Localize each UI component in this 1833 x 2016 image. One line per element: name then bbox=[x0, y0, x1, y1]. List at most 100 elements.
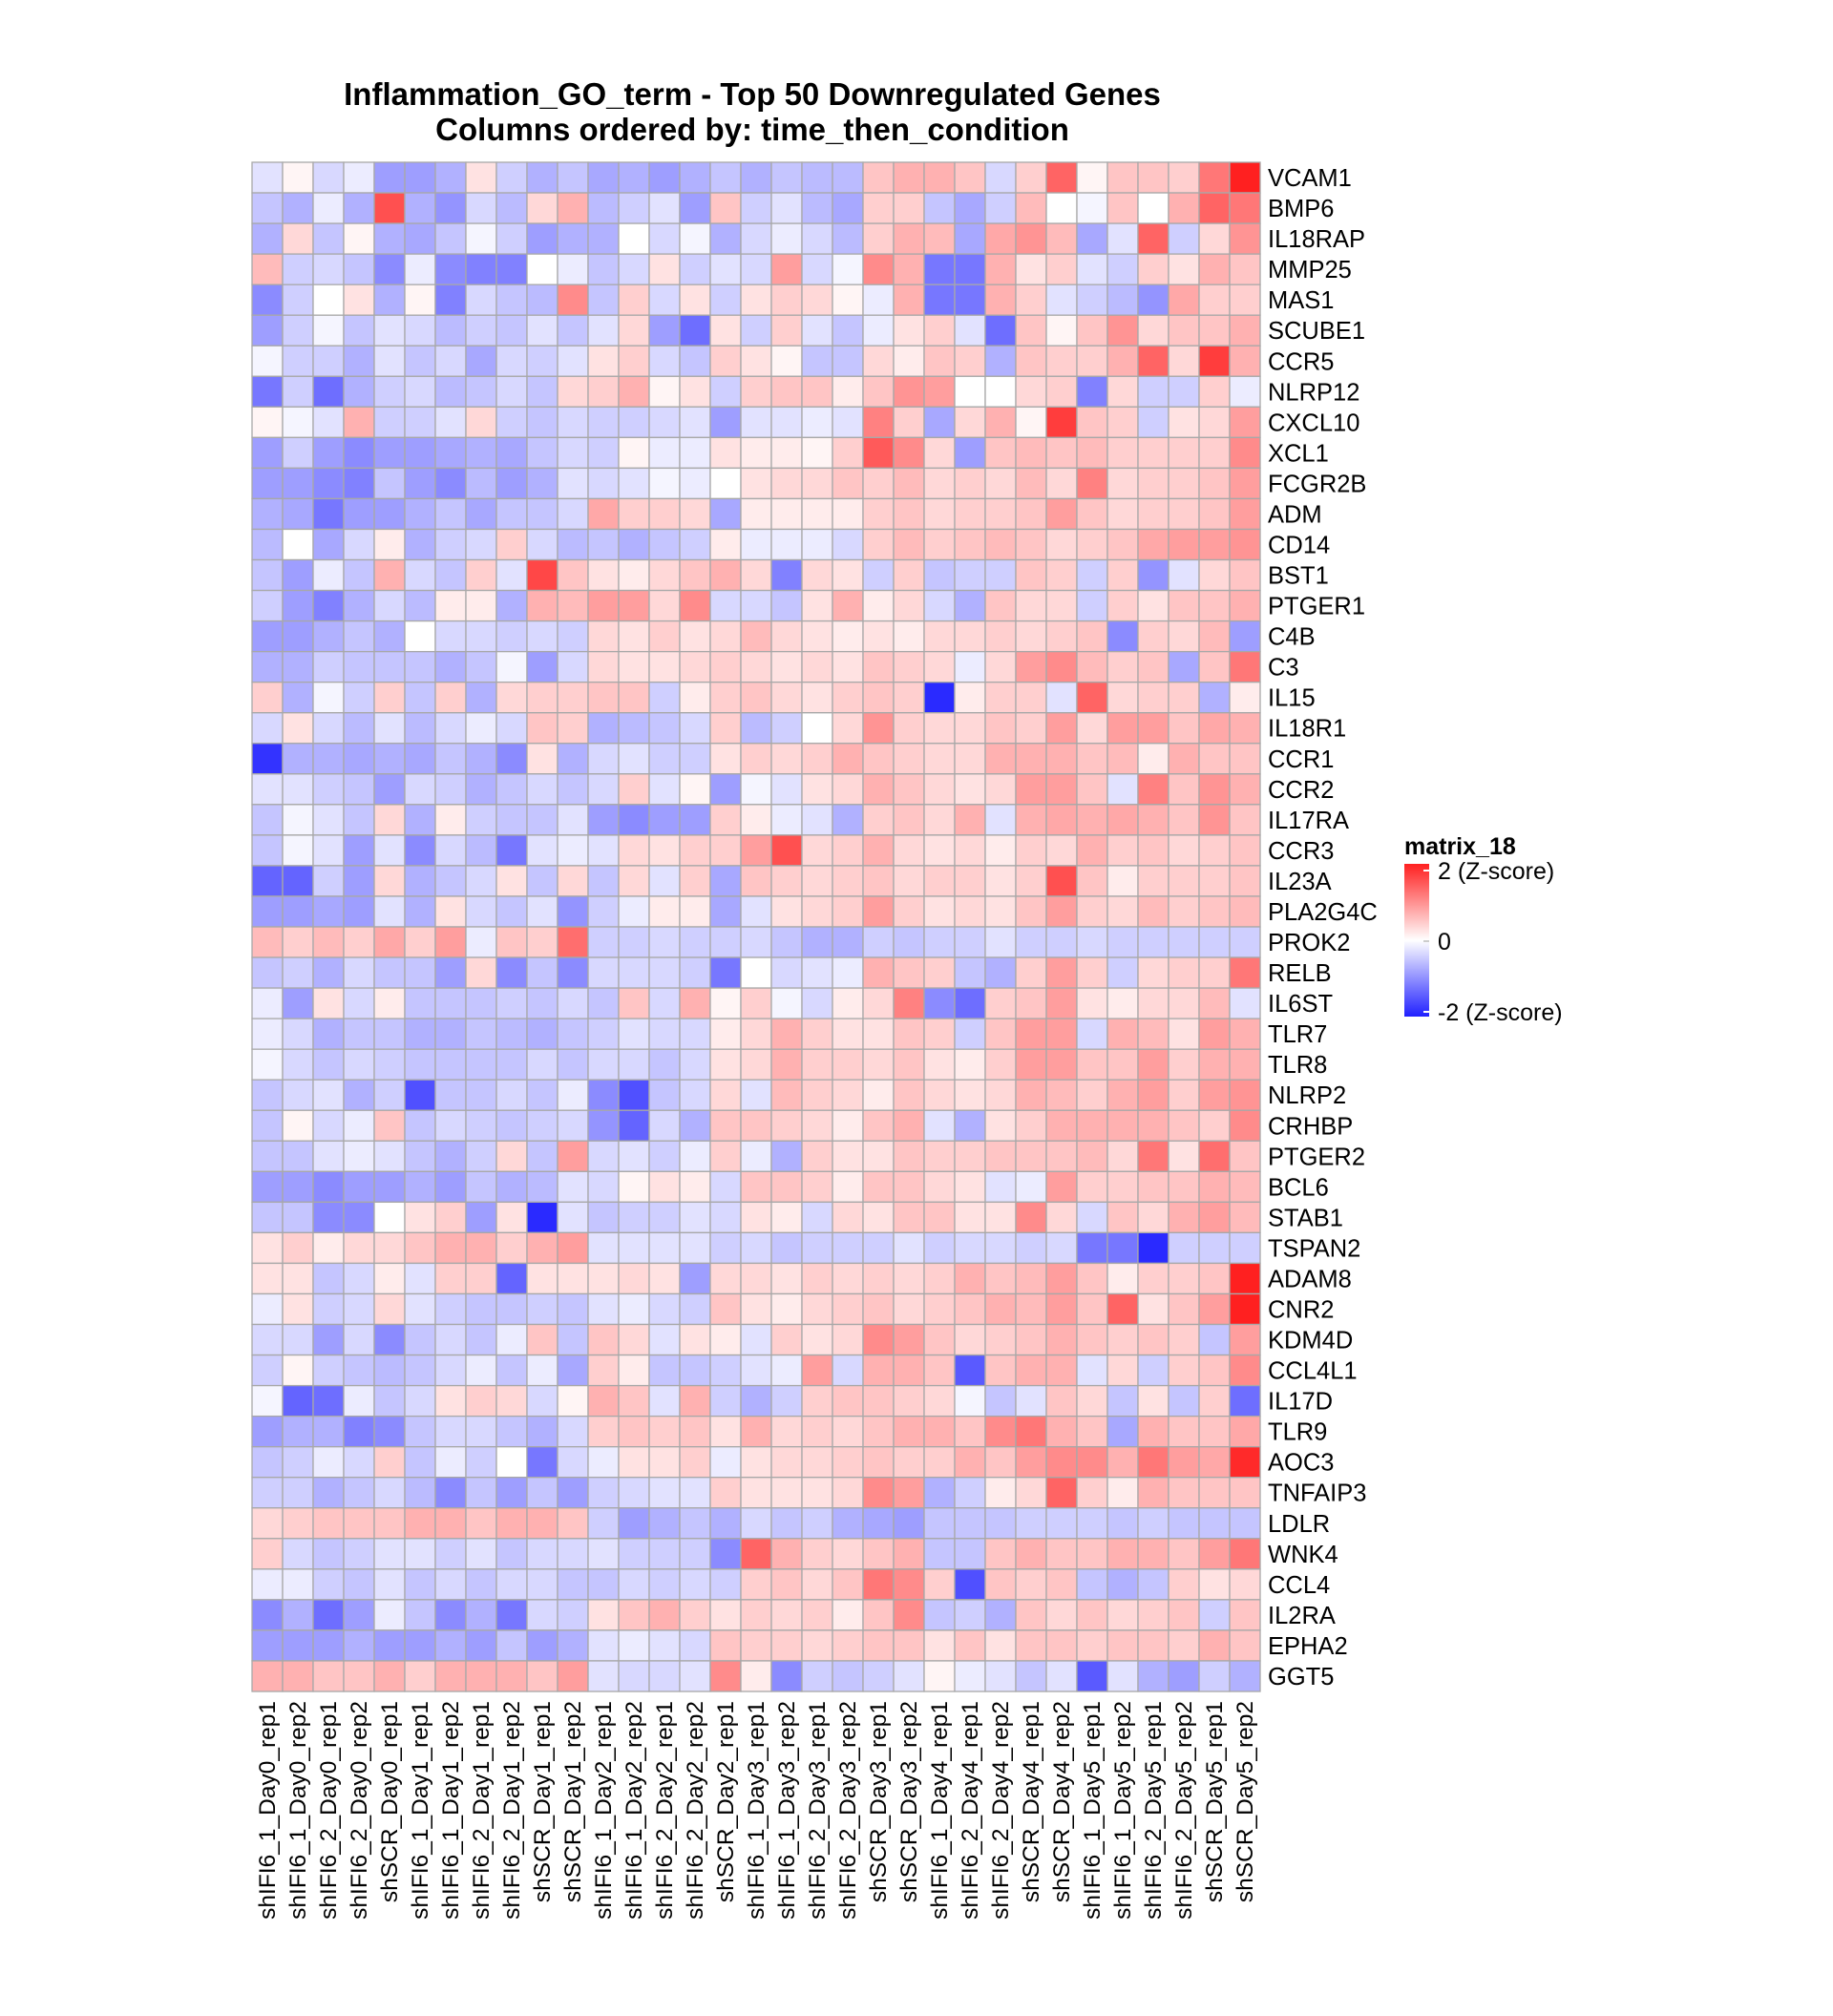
heatmap-cell bbox=[618, 375, 650, 408]
heatmap-cell bbox=[740, 1170, 772, 1204]
heatmap-cell bbox=[1229, 1354, 1261, 1387]
heatmap-cell bbox=[801, 284, 833, 316]
heatmap-cell bbox=[404, 1538, 436, 1570]
heatmap-cell bbox=[984, 192, 1017, 224]
heatmap-cell bbox=[832, 743, 864, 775]
heatmap-cell bbox=[1168, 926, 1200, 958]
heatmap-cell bbox=[343, 1018, 375, 1050]
heatmap-cell bbox=[1015, 1140, 1047, 1172]
row-label: CCR5 bbox=[1268, 348, 1334, 375]
heatmap-cell bbox=[465, 987, 497, 1019]
heatmap-cell bbox=[984, 1354, 1017, 1387]
heatmap-cell bbox=[893, 284, 925, 316]
heatmap-cell bbox=[801, 1507, 833, 1540]
heatmap-cell bbox=[282, 1354, 314, 1387]
heatmap-cell bbox=[251, 865, 284, 897]
column-label: shIFI6_2_Day4_rep1 bbox=[958, 1701, 983, 1920]
heatmap-cell bbox=[709, 1323, 742, 1356]
heatmap-cell bbox=[709, 1079, 742, 1111]
heatmap-cell bbox=[526, 558, 558, 592]
heatmap-cell bbox=[1137, 589, 1169, 622]
heatmap-cell bbox=[465, 161, 497, 194]
heatmap-cell bbox=[1229, 1292, 1261, 1326]
heatmap-cell bbox=[893, 1140, 925, 1172]
heatmap-cell bbox=[984, 589, 1017, 622]
heatmap-cell bbox=[251, 1507, 284, 1540]
heatmap-cell bbox=[373, 222, 406, 255]
heatmap-cell bbox=[801, 1599, 833, 1631]
row-label: WNK4 bbox=[1268, 1542, 1338, 1568]
heatmap-cell bbox=[1137, 1109, 1169, 1142]
heatmap-cell bbox=[679, 1292, 711, 1326]
heatmap-cell bbox=[343, 406, 375, 439]
column-label: shIFI6_1_Day4_rep1 bbox=[927, 1701, 953, 1920]
heatmap-cell bbox=[1229, 161, 1261, 194]
heatmap-cell bbox=[1198, 865, 1231, 897]
heatmap-cell bbox=[709, 1660, 742, 1692]
column-label: shIFI6_2_Day1_rep2 bbox=[499, 1701, 525, 1920]
heatmap-cell bbox=[1229, 253, 1261, 285]
heatmap-cell bbox=[312, 1018, 345, 1050]
heatmap-cell bbox=[923, 1201, 956, 1234]
heatmap-cell bbox=[648, 682, 681, 714]
heatmap-cell bbox=[618, 1477, 650, 1509]
heatmap-cell bbox=[343, 834, 375, 867]
row-label: CXCL10 bbox=[1268, 410, 1359, 436]
heatmap-cell bbox=[862, 467, 895, 500]
heatmap-cell bbox=[1168, 375, 1200, 408]
heatmap-cell bbox=[404, 1231, 436, 1265]
heatmap-cell bbox=[801, 1323, 833, 1356]
heatmap-cell bbox=[526, 528, 558, 561]
heatmap-cell bbox=[587, 1568, 620, 1601]
heatmap-cell bbox=[1106, 1079, 1139, 1111]
heatmap-cell bbox=[587, 926, 620, 958]
row-label: SCUBE1 bbox=[1268, 318, 1365, 345]
heatmap-cell bbox=[648, 375, 681, 408]
heatmap-cell bbox=[526, 1140, 558, 1172]
heatmap-cell bbox=[1229, 1231, 1261, 1265]
heatmap-cell bbox=[465, 1048, 497, 1081]
heatmap-cell bbox=[1015, 1415, 1047, 1448]
heatmap-cell bbox=[1168, 773, 1200, 806]
heatmap-cell bbox=[1168, 1477, 1200, 1509]
heatmap-cell bbox=[1168, 558, 1200, 592]
heatmap-cell bbox=[832, 895, 864, 928]
heatmap-cell bbox=[1106, 1446, 1139, 1479]
heatmap-cell bbox=[1137, 1048, 1169, 1081]
heatmap-cell bbox=[1137, 712, 1169, 745]
heatmap-cell bbox=[954, 926, 986, 958]
heatmap-cell bbox=[526, 1629, 558, 1662]
heatmap-cell bbox=[1168, 1568, 1200, 1601]
heatmap-cell bbox=[1045, 1292, 1078, 1326]
heatmap-cell bbox=[862, 314, 895, 346]
heatmap-cell bbox=[893, 712, 925, 745]
heatmap-cell bbox=[954, 743, 986, 775]
heatmap-cell bbox=[282, 1231, 314, 1265]
column-label: shSCR_Day5_rep2 bbox=[1233, 1701, 1258, 1902]
heatmap-cell bbox=[1106, 375, 1139, 408]
heatmap-cell bbox=[923, 284, 956, 316]
heatmap-cell bbox=[893, 834, 925, 867]
heatmap-cell bbox=[832, 804, 864, 836]
heatmap-cell bbox=[495, 497, 528, 531]
heatmap-cell bbox=[587, 375, 620, 408]
heatmap-cell bbox=[557, 682, 589, 714]
heatmap-cell bbox=[801, 956, 833, 989]
heatmap-cell bbox=[709, 1599, 742, 1631]
heatmap-cell bbox=[1076, 956, 1108, 989]
heatmap-cell bbox=[1229, 1323, 1261, 1356]
row-label: CD14 bbox=[1268, 533, 1330, 559]
heatmap-cell bbox=[679, 650, 711, 683]
heatmap-cell bbox=[832, 1140, 864, 1172]
heatmap-cell bbox=[1137, 804, 1169, 836]
heatmap-cell bbox=[862, 712, 895, 745]
heatmap-cell bbox=[1198, 743, 1231, 775]
heatmap-cell bbox=[954, 1323, 986, 1356]
heatmap-cell bbox=[1137, 1201, 1169, 1234]
heatmap-cell bbox=[465, 773, 497, 806]
heatmap-cell bbox=[1045, 682, 1078, 714]
heatmap-cell bbox=[312, 253, 345, 285]
heatmap-cell bbox=[495, 1568, 528, 1601]
heatmap-cell bbox=[343, 192, 375, 224]
heatmap-cell bbox=[526, 834, 558, 867]
